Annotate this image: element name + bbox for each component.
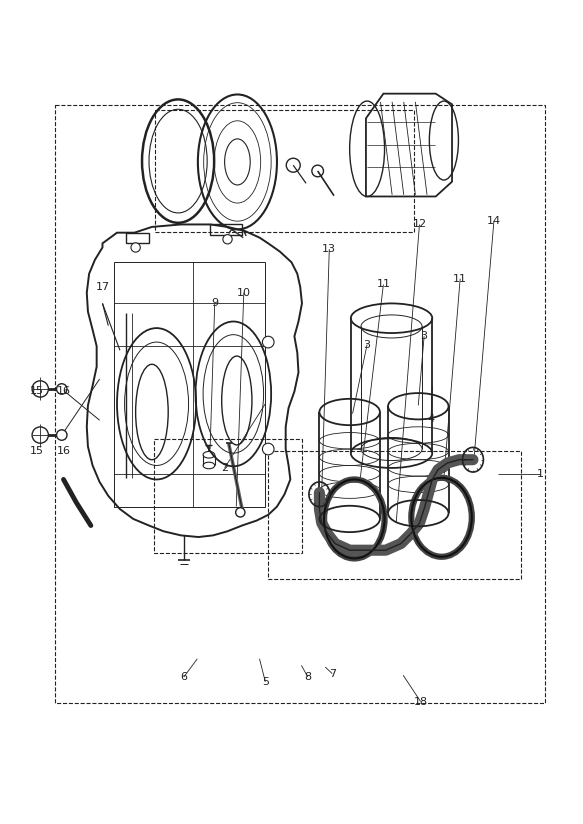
Bar: [156, 110, 413, 232]
Circle shape: [223, 235, 232, 244]
Circle shape: [57, 430, 67, 440]
Bar: [268, 452, 521, 579]
Text: 9: 9: [211, 298, 218, 308]
Circle shape: [312, 165, 324, 177]
Text: 3: 3: [364, 339, 371, 349]
Text: 3: 3: [420, 331, 427, 341]
Circle shape: [131, 243, 141, 252]
Bar: [154, 439, 302, 553]
Text: 17: 17: [96, 282, 110, 292]
Text: 11: 11: [377, 279, 391, 289]
Text: 7: 7: [329, 668, 336, 679]
Text: 15: 15: [30, 386, 44, 396]
Text: 1: 1: [537, 469, 544, 479]
Circle shape: [57, 384, 67, 394]
Text: 6: 6: [180, 672, 187, 682]
Circle shape: [32, 381, 48, 397]
Circle shape: [286, 158, 300, 172]
Circle shape: [262, 336, 274, 348]
Text: 5: 5: [262, 677, 269, 687]
Text: 13: 13: [322, 244, 336, 254]
Text: 2: 2: [221, 463, 228, 473]
Text: 16: 16: [57, 386, 71, 396]
Text: 15: 15: [30, 447, 44, 456]
Text: 4: 4: [427, 414, 435, 424]
Bar: [55, 105, 545, 703]
Text: 8: 8: [304, 672, 311, 682]
Circle shape: [32, 427, 48, 443]
Text: 14: 14: [487, 216, 501, 226]
Text: 16: 16: [57, 447, 71, 456]
Circle shape: [236, 508, 245, 517]
Text: 12: 12: [412, 219, 427, 229]
Text: 11: 11: [453, 274, 467, 283]
Text: 10: 10: [237, 288, 251, 297]
Circle shape: [262, 443, 274, 455]
Text: 18: 18: [413, 696, 428, 706]
